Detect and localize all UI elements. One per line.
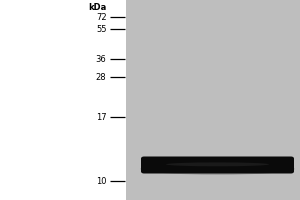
Text: 55: 55 xyxy=(96,24,106,33)
Bar xyxy=(126,0,300,200)
FancyBboxPatch shape xyxy=(141,156,294,174)
Text: 10: 10 xyxy=(96,176,106,186)
Ellipse shape xyxy=(140,163,295,175)
Text: 28: 28 xyxy=(96,72,106,82)
Text: 36: 36 xyxy=(96,54,106,64)
Text: 72: 72 xyxy=(96,12,106,21)
Text: 17: 17 xyxy=(96,112,106,121)
Ellipse shape xyxy=(166,162,269,166)
Text: kDa: kDa xyxy=(88,2,106,11)
